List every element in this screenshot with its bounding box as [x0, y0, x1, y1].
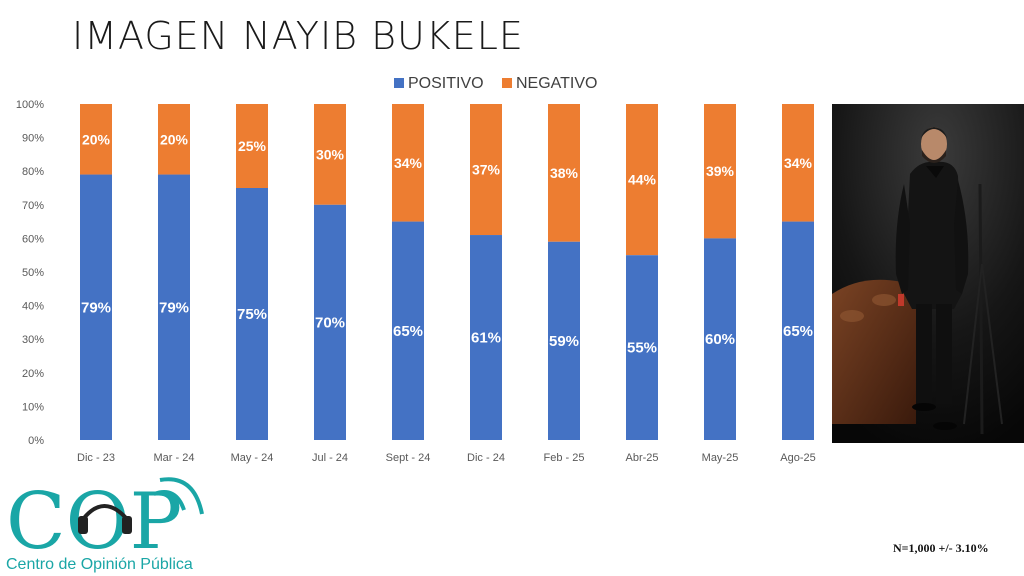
data-label-positivo: 75%: [237, 306, 267, 323]
y-tick-label: 30%: [22, 334, 44, 346]
legend-swatch-positivo: [394, 78, 404, 88]
data-label-positivo: 70%: [315, 314, 345, 331]
sample-footnote: N=1,000 +/- 3.10%: [893, 541, 989, 555]
x-tick-label: Jul - 24: [312, 452, 348, 464]
stacked-bar-chart: POSITIVO NEGATIVO 0% 10% 20% 30% 40% 50% 60% 70%…: [16, 75, 816, 464]
logo-letters: COP: [6, 477, 182, 567]
data-label-negativo: 39%: [706, 163, 735, 179]
x-tick-label: Ago-25: [780, 452, 815, 464]
y-tick-label: 10%: [22, 401, 44, 413]
y-tick-label: 60%: [22, 233, 44, 245]
data-label-positivo: 65%: [393, 323, 423, 340]
y-tick-label: 50%: [22, 267, 44, 279]
page-title: IMAGEN NAYIB BUKELE: [72, 14, 524, 58]
legend-label-negativo: NEGATIVO: [516, 75, 598, 92]
x-tick-label: Feb - 25: [544, 452, 585, 464]
bar-negativo: [158, 104, 190, 175]
chart-bars: [80, 104, 814, 440]
y-tick-label: 100%: [16, 99, 44, 111]
bar-negativo: [314, 104, 346, 205]
bar-positivo: [470, 235, 502, 440]
data-label-negativo: 34%: [784, 155, 813, 171]
legend-label-positivo: POSITIVO: [408, 75, 484, 92]
y-axis: 0% 10% 20% 30% 40% 50% 60% 70% 80% 90% 100%: [16, 99, 44, 447]
data-label-negativo: 34%: [394, 155, 423, 171]
data-label-negativo: 20%: [82, 131, 111, 147]
x-tick-label: May-25: [702, 452, 739, 464]
bar-positivo: [236, 188, 268, 440]
data-label-negativo: 30%: [316, 146, 345, 162]
data-label-positivo: 61%: [471, 330, 501, 347]
x-tick-label: Sept - 24: [386, 452, 431, 464]
bar-positivo: [782, 221, 814, 440]
legend-swatch-negativo: [502, 78, 512, 88]
cop-logo: COP: [6, 477, 204, 567]
y-tick-label: 40%: [22, 301, 44, 313]
bar-negativo: [236, 104, 268, 188]
bar-negativo: [80, 104, 112, 175]
logo-text: Centro de Opinión Pública: [6, 556, 193, 573]
y-tick-label: 20%: [22, 368, 44, 380]
y-tick-label: 80%: [22, 166, 44, 178]
data-label-negativo: 20%: [160, 131, 189, 147]
bar-negativo: [704, 104, 736, 239]
bar-positivo: [80, 174, 112, 440]
bar-negativo: [782, 104, 814, 222]
x-tick-label: Dic - 23: [77, 452, 115, 464]
bar-positivo: [626, 255, 658, 440]
bar-positivo: [548, 241, 580, 440]
x-tick-label: Abr-25: [625, 452, 658, 464]
bar-positivo: [314, 204, 346, 440]
bar-negativo: [548, 104, 580, 242]
bar-positivo: [158, 174, 190, 440]
bar-negativo: [470, 104, 502, 236]
x-axis: Dic - 23 Mar - 24 May - 24 Jul - 24 Sept - 2…: [77, 452, 816, 464]
bar-negativo: [626, 104, 658, 256]
x-tick-label: Mar - 24: [154, 452, 195, 464]
data-label-negativo: 37%: [472, 162, 501, 178]
y-tick-label: 70%: [22, 200, 44, 212]
bar-positivo: [392, 221, 424, 440]
bar-negativo: [392, 104, 424, 222]
data-label-positivo: 59%: [549, 333, 579, 350]
nayib-bukele-photo: [832, 104, 1024, 443]
y-tick-label: 90%: [22, 133, 44, 145]
data-label-negativo: 25%: [238, 138, 267, 154]
data-labels: 79% 20% 79% 20% 75% 25% 70% 30% 65% 34% 61% 37% 59% 3…: [81, 131, 813, 356]
data-label-positivo: 65%: [783, 323, 813, 340]
y-tick-label: 0%: [28, 435, 44, 447]
bar-positivo: [704, 238, 736, 440]
data-label-negativo: 44%: [628, 172, 657, 188]
data-label-negativo: 38%: [550, 165, 579, 181]
data-label-positivo: 79%: [159, 299, 189, 316]
x-tick-label: Dic - 24: [467, 452, 505, 464]
chart-legend: POSITIVO NEGATIVO: [394, 75, 598, 92]
data-label-positivo: 55%: [627, 340, 657, 357]
data-label-positivo: 60%: [705, 331, 735, 348]
data-label-positivo: 79%: [81, 299, 111, 316]
x-tick-label: May - 24: [231, 452, 274, 464]
